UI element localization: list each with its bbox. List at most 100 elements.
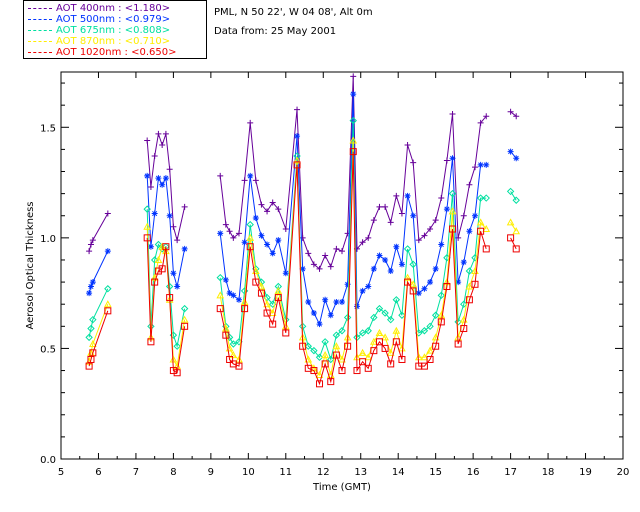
data-point — [432, 342, 440, 350]
data-point — [382, 256, 389, 263]
legend-swatch-675 — [28, 29, 52, 31]
data-point — [476, 194, 485, 202]
data-point — [483, 161, 490, 168]
data-point — [180, 304, 189, 313]
data-point — [364, 353, 373, 361]
legend-entry-500: AOT 500nm : <0.979> — [28, 14, 170, 26]
data-point — [268, 309, 277, 317]
data-point — [404, 141, 411, 148]
data-point — [350, 73, 357, 80]
data-point — [349, 136, 358, 144]
data-point — [409, 287, 417, 295]
data-point — [322, 252, 329, 259]
data-point — [282, 270, 289, 277]
data-point — [247, 119, 254, 126]
data-point — [387, 360, 395, 368]
x-tick-label: 12 — [317, 467, 330, 478]
data-point — [151, 153, 158, 160]
data-point — [448, 207, 457, 215]
y-tick-label: 1.0 — [40, 234, 56, 245]
legend-label-400: AOT 400nm : <1.180> — [56, 3, 171, 14]
data-point — [159, 181, 166, 188]
legend-swatch-870 — [28, 40, 52, 42]
data-point — [154, 267, 162, 275]
data-point — [333, 298, 340, 305]
x-tick-label: 5 — [58, 467, 64, 478]
legend-swatch-400 — [28, 7, 52, 9]
data-point — [512, 245, 520, 253]
data-point — [432, 217, 439, 224]
data-point — [257, 282, 266, 290]
data-point — [269, 250, 276, 257]
data-point — [410, 212, 417, 219]
data-point — [158, 265, 166, 273]
series-line — [88, 94, 517, 326]
data-point — [257, 289, 265, 297]
data-point — [359, 287, 366, 294]
data-point — [477, 227, 485, 235]
data-point — [437, 291, 445, 300]
data-point — [235, 230, 242, 237]
data-point — [364, 364, 372, 372]
series-aot-1020nm — [85, 148, 520, 388]
data-point — [166, 166, 173, 173]
x-tick-label: 9 — [208, 467, 214, 478]
data-point — [162, 175, 169, 182]
data-point — [230, 234, 237, 241]
data-point — [173, 342, 181, 350]
data-point — [338, 327, 346, 335]
data-point — [420, 353, 429, 361]
data-point — [316, 380, 324, 388]
data-point — [269, 199, 276, 206]
data-point — [482, 194, 490, 202]
data-point — [174, 237, 181, 244]
data-point — [180, 315, 189, 323]
data-point — [375, 338, 383, 346]
data-point — [471, 280, 479, 288]
data-point — [507, 108, 514, 115]
data-point — [455, 279, 462, 286]
data-point — [449, 111, 456, 118]
data-point — [85, 333, 93, 342]
data-point — [449, 225, 457, 233]
data-point — [415, 237, 422, 244]
data-point — [151, 278, 159, 286]
data-point — [332, 331, 341, 339]
data-point — [398, 210, 405, 217]
data-point — [89, 315, 97, 324]
data-point — [507, 234, 515, 242]
data-point — [264, 208, 271, 215]
data-point — [310, 367, 318, 375]
data-point — [426, 322, 434, 331]
data-point — [222, 276, 229, 283]
legend-entry-1020: AOT 1020nm : <0.650> — [28, 47, 176, 59]
data-point — [166, 294, 174, 302]
data-point — [427, 279, 434, 286]
data-point — [512, 196, 520, 204]
data-point — [349, 148, 357, 156]
data-point — [359, 239, 366, 246]
x-tick-label: 20 — [617, 467, 630, 478]
data-point — [258, 232, 265, 239]
data-point — [222, 221, 229, 228]
data-point — [477, 161, 484, 168]
data-point — [321, 360, 329, 368]
data-point — [322, 296, 329, 303]
data-point — [230, 292, 237, 299]
data-point — [241, 305, 249, 313]
data-point — [235, 362, 243, 370]
data-point — [431, 311, 440, 319]
data-point — [86, 248, 93, 255]
data-point — [246, 220, 254, 229]
data-point — [170, 223, 177, 230]
legend-label-675: AOT 675nm : <0.808> — [56, 25, 171, 36]
data-point — [158, 242, 167, 250]
data-point — [465, 267, 474, 275]
data-point — [449, 155, 456, 162]
data-point — [173, 369, 181, 377]
data-point — [359, 358, 367, 366]
data-point — [229, 351, 238, 359]
data-point — [387, 268, 394, 275]
data-point — [427, 226, 434, 233]
data-point — [353, 367, 361, 375]
